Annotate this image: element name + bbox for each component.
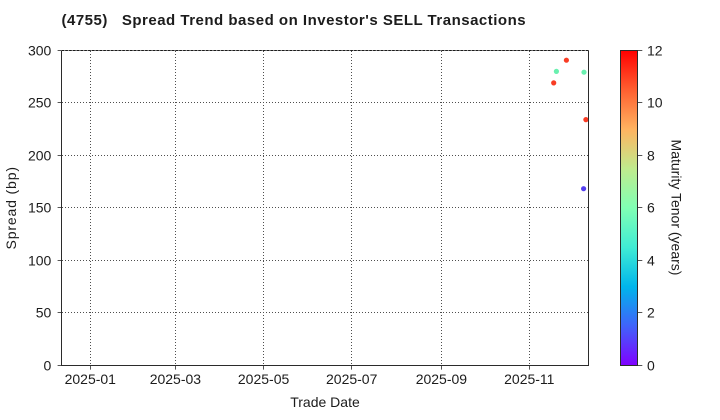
- svg-text:100: 100: [28, 253, 52, 269]
- svg-text:4: 4: [647, 253, 655, 269]
- svg-text:8: 8: [647, 148, 655, 164]
- svg-text:150: 150: [28, 200, 52, 216]
- svg-text:2025-09: 2025-09: [416, 371, 468, 387]
- svg-text:2025-05: 2025-05: [238, 371, 290, 387]
- svg-text:200: 200: [28, 148, 52, 164]
- svg-text:2025-03: 2025-03: [150, 371, 202, 387]
- svg-text:Trade Date: Trade Date: [290, 394, 360, 410]
- svg-text:12: 12: [647, 43, 663, 59]
- svg-text:Spread (bp): Spread (bp): [3, 166, 19, 249]
- svg-text:6: 6: [647, 200, 655, 216]
- svg-text:2: 2: [647, 305, 655, 321]
- svg-text:0: 0: [647, 358, 655, 374]
- svg-text:2025-11: 2025-11: [504, 371, 555, 387]
- svg-text:50: 50: [36, 305, 52, 321]
- svg-text:0: 0: [44, 358, 52, 374]
- svg-text:(4755) Spread Trend based on: (4755) Spread Trend based on Investor's …: [62, 12, 527, 29]
- svg-text:2025-07: 2025-07: [326, 371, 378, 387]
- svg-text:10: 10: [647, 95, 663, 111]
- svg-text:Maturity Tenor (years): Maturity Tenor (years): [669, 140, 685, 276]
- svg-text:300: 300: [28, 43, 52, 59]
- svg-text:250: 250: [28, 95, 52, 111]
- svg-text:2025-01: 2025-01: [65, 371, 117, 387]
